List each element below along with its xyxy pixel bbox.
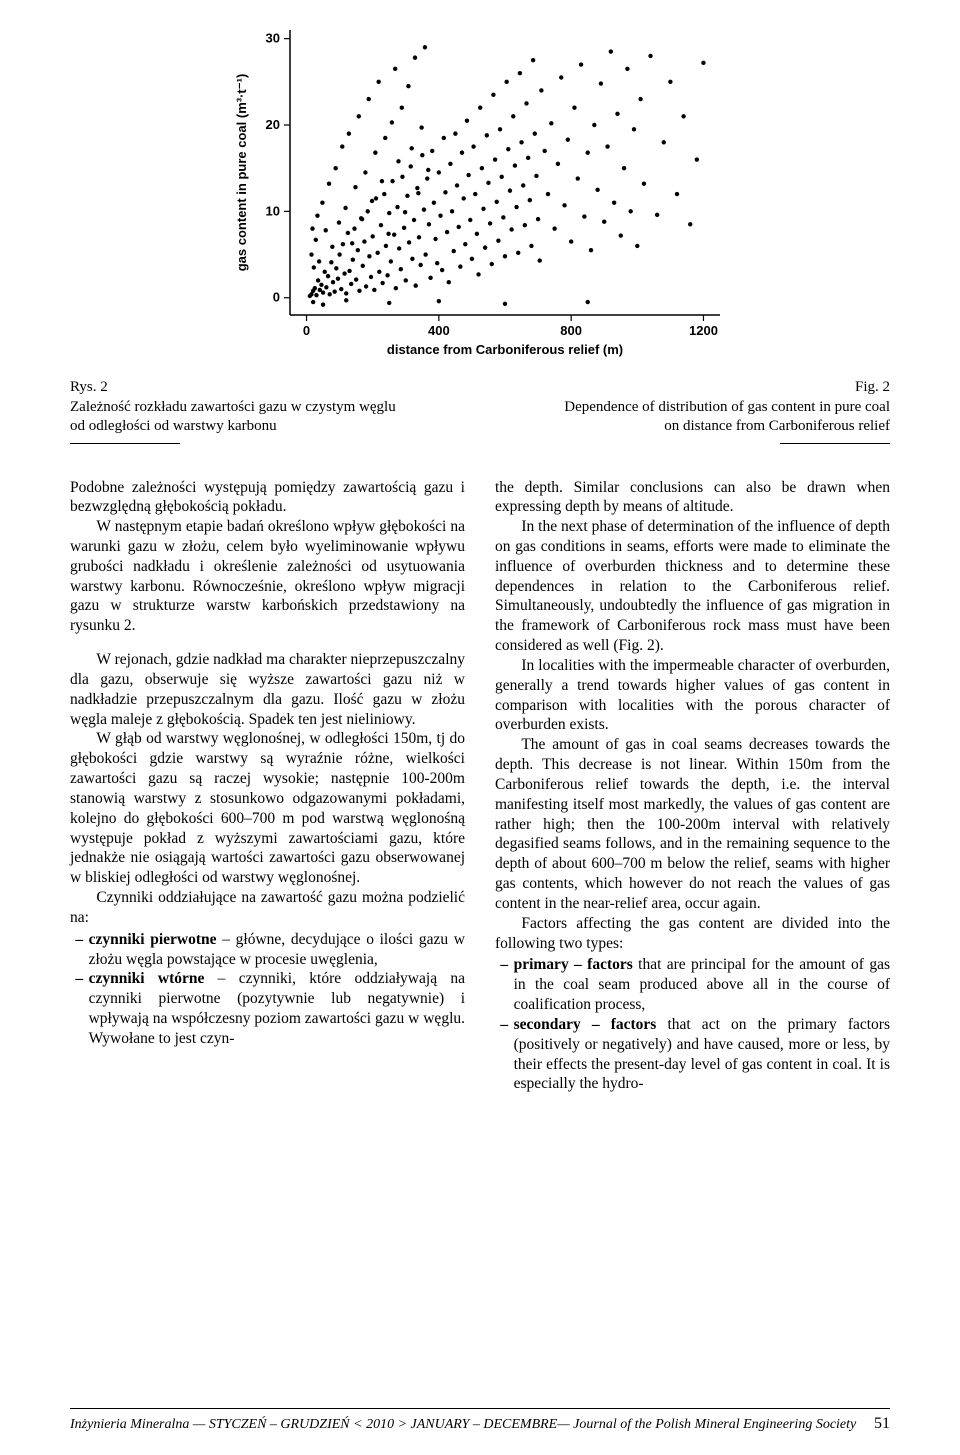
body-columns: Podobne zależności występują pomiędzy za… [70,478,890,1095]
left-p2: W następnym etapie badań określono wpływ… [70,517,465,636]
caption-left-line2: Zależność rozkładu zawartości gazu w czy… [70,398,460,418]
svg-text:gas content in pure coal (m³·: gas content in pure coal (m³·t⁻¹) [234,74,249,272]
right-bullet-2-text: secondary – factors that act on the prim… [514,1015,890,1094]
dash-icon: – [495,1015,514,1035]
right-bullets: – primary – factors that are principal f… [495,955,890,1094]
right-p1: the depth. Similar conclusions can also … [495,478,890,518]
svg-text:distance from Carboniferous re: distance from Carboniferous relief (m) [387,342,623,357]
svg-text:30: 30 [266,31,280,46]
page-number: 51 [874,1415,890,1433]
caption-left-rule [70,443,180,444]
scatter-chart: 0 400 800 1200 0 10 20 30 distance from Carbonif… [230,20,730,360]
page-footer: Inżynieria Mineralna — STYCZEŃ – GRUDZIE… [70,1408,890,1433]
left-p5: Czynniki oddziałujące na zawartość gazu … [70,888,465,928]
left-p4: W głąb od warstwy węglonośnej, w odległo… [70,729,465,888]
caption-right-rule [780,443,890,444]
figure-caption-row: Rys. 2 Zależność rozkładu zawartości gaz… [70,378,890,444]
caption-right: Fig. 2 Dependence of distribution of gas… [500,378,890,444]
right-bullet-1: – primary – factors that are principal f… [495,955,890,1014]
right-p4: The amount of gas in coal seams decrease… [495,735,890,913]
left-bullet-2-text: czynniki wtórne – czynniki, które oddzia… [89,969,465,1048]
svg-text:800: 800 [560,323,582,338]
right-bullet-2: – secondary – factors that act on the pr… [495,1015,890,1094]
svg-text:20: 20 [266,117,280,132]
left-p1: Podobne zależności występują pomiędzy za… [70,478,465,518]
svg-text:10: 10 [266,203,280,218]
left-bullet-2: – czynniki wtórne – czynniki, które oddz… [70,969,465,1048]
right-p5: Factors affecting the gas content are di… [495,914,890,954]
footer-text: Inżynieria Mineralna — STYCZEŃ – GRUDZIE… [70,1417,856,1433]
dash-icon: – [495,955,514,975]
caption-right-line2: Dependence of distribution of gas conten… [500,398,890,418]
left-p3: W rejonach, gdzie nadkład ma charakter n… [70,650,465,729]
caption-left-line3: od odległości od warstwy karbonu [70,417,460,437]
svg-text:0: 0 [303,323,310,338]
right-p2: In the next phase of determination of th… [495,517,890,656]
svg-text:1200: 1200 [689,323,718,338]
left-bullets: – czynniki pierwotne – główne, decydując… [70,930,465,1049]
left-bullet-1: – czynniki pierwotne – główne, decydując… [70,930,465,970]
svg-text:400: 400 [428,323,450,338]
right-column: the depth. Similar conclusions can also … [495,478,890,1095]
right-bullet-1-text: primary – factors that are principal for… [514,955,890,1014]
left-column: Podobne zależności występują pomiędzy za… [70,478,465,1095]
caption-right-line1: Fig. 2 [500,378,890,398]
svg-text:0: 0 [273,290,280,305]
caption-left-line1: Rys. 2 [70,378,460,398]
dash-icon: – [70,930,89,950]
dash-icon: – [70,969,89,989]
right-p3: In localities with the impermeable chara… [495,656,890,735]
caption-left: Rys. 2 Zależność rozkładu zawartości gaz… [70,378,460,444]
chart-svg: 0 400 800 1200 0 10 20 30 distance from Carbonif… [230,20,730,360]
caption-right-line3: on distance from Carboniferous relief [500,417,890,437]
left-bullet-1-text: czynniki pierwotne – główne, decydujące … [89,930,465,970]
